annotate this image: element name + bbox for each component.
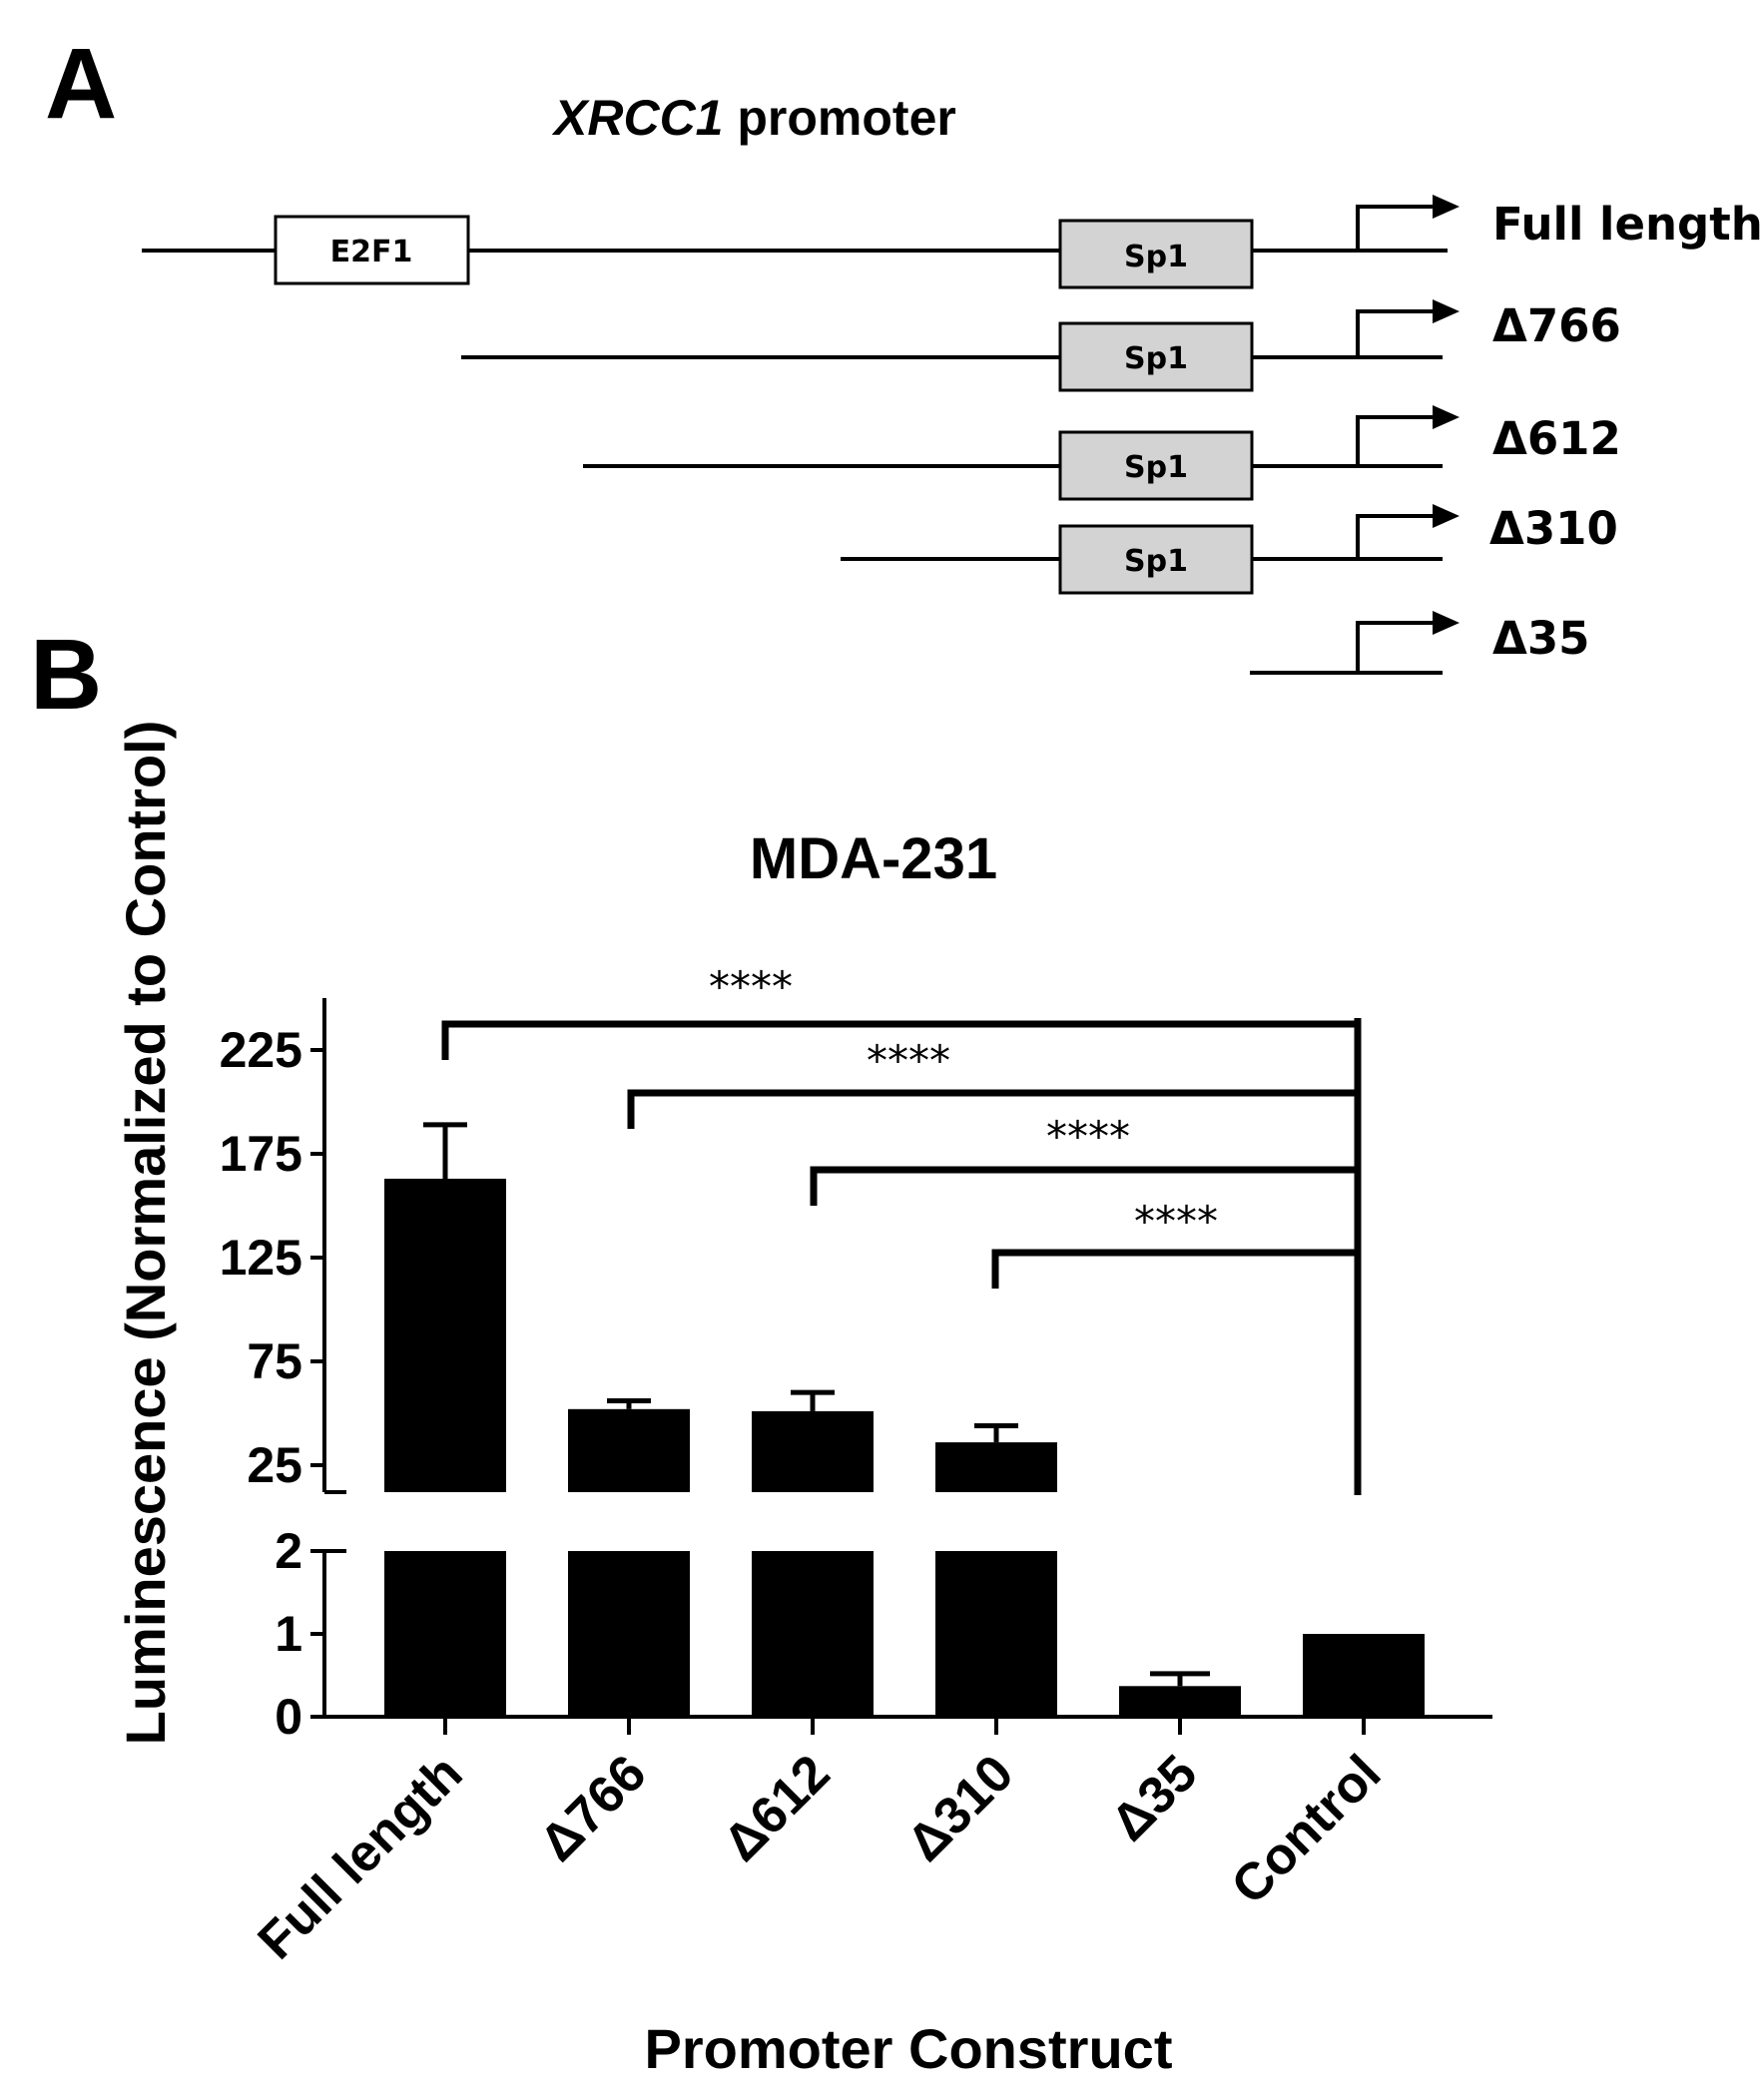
tss-arrow-icon [1356, 205, 1433, 251]
tss-arrowhead-icon [1433, 611, 1460, 635]
construct-label: Full length [1492, 198, 1760, 251]
y-tick-label: 2 [275, 1523, 302, 1579]
bar [752, 1410, 874, 1492]
construct-d766: Sp1 Δ766 [461, 299, 1621, 392]
promoter-title: XRCC1 promoter [551, 90, 956, 146]
significance-label: **** [1046, 1112, 1130, 1161]
x-tick-label: Control [1221, 1744, 1393, 1915]
x-tick-label: Δ766 [529, 1744, 658, 1872]
panel-b-label: B [30, 619, 102, 731]
construct-label: Δ612 [1492, 412, 1621, 465]
significance-label: **** [1134, 1197, 1218, 1246]
sp1-site-box [1058, 430, 1254, 501]
sp1-site-label: Sp1 [1124, 341, 1188, 376]
significance-bracket [810, 1166, 1358, 1206]
construct-label: Δ35 [1492, 612, 1589, 665]
bar-lower-segment [752, 1551, 874, 1717]
tss-arrow-icon [1356, 309, 1433, 357]
bar-lower-segment [384, 1551, 506, 1717]
bar [935, 1442, 1057, 1492]
significance-bracket [441, 1020, 1358, 1060]
bar [1119, 1686, 1241, 1717]
panel-a-label: A [45, 28, 117, 140]
y-tick-label: 225 [220, 1022, 302, 1078]
y-tick-label: 175 [220, 1126, 302, 1182]
chart-title: MDA-231 [750, 826, 997, 891]
construct-d310: Sp1 Δ310 [841, 502, 1618, 595]
construct-d612: Sp1 Δ612 [583, 405, 1621, 501]
tss-arrowhead-icon [1433, 504, 1460, 528]
sp1-site-label: Sp1 [1124, 240, 1188, 274]
sp1-site-label: Sp1 [1124, 450, 1188, 485]
y-tick-label: 125 [220, 1230, 302, 1286]
e2f1-site-label: E2F1 [330, 235, 413, 269]
construct-d35: Δ35 [1250, 611, 1589, 675]
significance-bracket [991, 1249, 1358, 1289]
sp1-site-box [1058, 321, 1254, 392]
x-axis-title: Promoter Construct [645, 2017, 1173, 2080]
x-tick-label: Full length [248, 1744, 474, 1970]
tss-arrow-icon [1356, 514, 1433, 559]
construct-label: Δ766 [1492, 299, 1621, 352]
bar-lower-segment [935, 1551, 1057, 1717]
construct-label: Δ310 [1489, 502, 1618, 555]
e2f1-site-box [274, 215, 470, 285]
tss-arrow-icon [1356, 621, 1433, 673]
y-tick-label: 0 [275, 1689, 302, 1745]
y-axis-title: Luminescence (Normalized to Control) [114, 721, 177, 1746]
construct-full-length: E2F1 Sp1 Full length [142, 195, 1760, 289]
promoter-title-gene: XRCC1 [551, 90, 723, 146]
tss-arrow-icon [1356, 415, 1433, 466]
bar [384, 1178, 506, 1492]
sp1-site-box [1058, 219, 1254, 289]
bar [1303, 1634, 1425, 1717]
significance-label: **** [709, 962, 793, 1011]
significance-bracket [627, 1089, 1358, 1129]
tss-arrowhead-icon [1433, 299, 1460, 323]
y-tick-label: 1 [275, 1606, 302, 1662]
bar-lower-segment [568, 1551, 690, 1717]
significance-label: **** [867, 1036, 950, 1085]
bar [568, 1408, 690, 1492]
y-tick-label: 25 [247, 1437, 302, 1493]
x-tick-label: Δ612 [713, 1744, 842, 1872]
tss-arrowhead-icon [1433, 195, 1460, 219]
x-tick-label: Δ310 [896, 1744, 1025, 1872]
tss-arrowhead-icon [1433, 405, 1460, 429]
sp1-site-label: Sp1 [1124, 544, 1188, 579]
promoter-title-rest: promoter [723, 90, 955, 146]
sp1-site-box [1058, 524, 1254, 595]
x-tick-label: Δ35 [1100, 1744, 1208, 1851]
y-tick-label: 75 [247, 1333, 302, 1389]
